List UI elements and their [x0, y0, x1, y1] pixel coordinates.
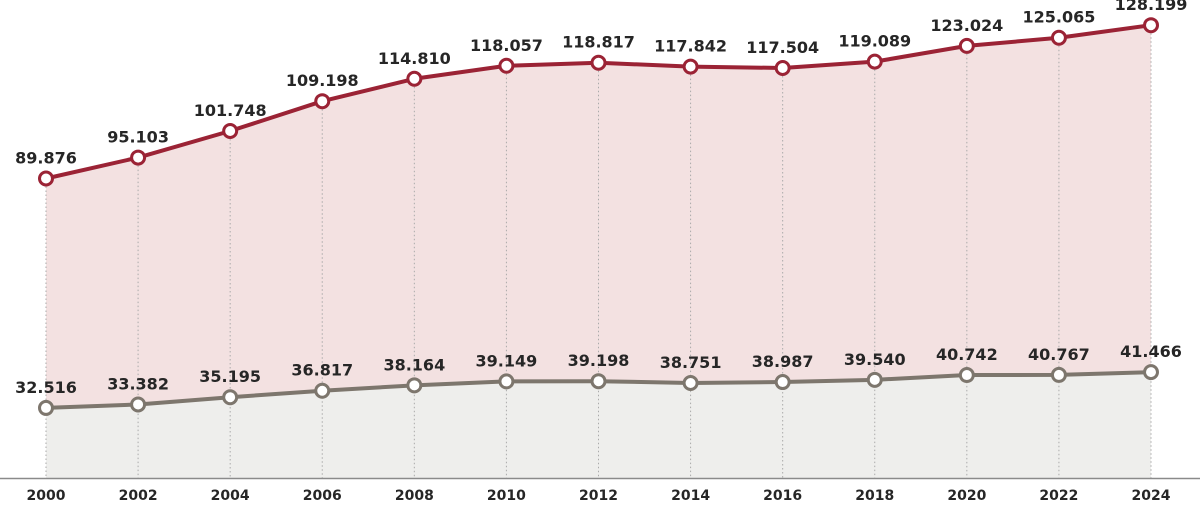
series-1-point — [866, 53, 883, 70]
series-1-point — [38, 170, 54, 187]
series-2-point — [314, 382, 331, 399]
x-tick-label: 2016 — [763, 488, 802, 504]
x-tick-label: 2006 — [303, 488, 342, 504]
series-2-point — [1143, 364, 1159, 381]
series-1-data-label: 118.817 — [562, 33, 635, 52]
series-2-point — [774, 374, 791, 391]
series-2-data-label: 40.767 — [1028, 345, 1090, 364]
series-1-point — [958, 37, 975, 54]
series-2-point — [590, 373, 607, 390]
series-2-point — [406, 377, 423, 394]
x-tick-label: 2012 — [579, 488, 618, 504]
x-tick-label: 2022 — [1039, 488, 1078, 504]
series-1-data-label: 123.024 — [930, 16, 1003, 35]
series-2-data-label: 38.164 — [383, 355, 445, 374]
series-2-data-label: 39.198 — [568, 351, 630, 370]
series-1-point — [222, 123, 239, 140]
series-2-data-label: 36.817 — [291, 361, 353, 380]
series-2-data-label: 39.149 — [476, 351, 538, 370]
series-2-data-label: 40.742 — [936, 345, 998, 364]
x-tick-label: 2018 — [855, 488, 894, 504]
series-1-data-label: 117.842 — [654, 37, 727, 56]
series-2-point — [38, 399, 54, 416]
series-1-point — [1050, 29, 1067, 46]
series-2-point — [682, 374, 699, 391]
series-1-point — [774, 59, 791, 76]
series-2-point — [222, 389, 239, 406]
series-2-data-label: 35.195 — [199, 367, 261, 386]
series-markers — [38, 17, 1159, 416]
series-2-point — [1050, 366, 1067, 383]
series-1-point — [498, 57, 515, 74]
series-2-point — [130, 396, 147, 413]
series-1-data-label: 118.057 — [470, 36, 543, 55]
series-1-point — [682, 58, 699, 75]
series-2-point — [958, 367, 975, 384]
series-1-point — [590, 54, 607, 71]
series-2-data-label: 39.540 — [844, 350, 906, 369]
series-1-point — [1143, 17, 1159, 34]
series-2-point — [498, 373, 515, 390]
x-tick-label: 2024 — [1132, 488, 1171, 504]
series-1-data-label: 117.504 — [746, 38, 819, 57]
series-1-data-label: 89.876 — [15, 148, 77, 167]
series-1-data-label: 101.748 — [194, 101, 267, 120]
series-1-point — [130, 149, 147, 166]
vertical-gridlines — [45, 25, 1152, 478]
x-tick-label: 2000 — [27, 488, 66, 504]
series-1-point — [314, 93, 331, 110]
x-tick-label: 2002 — [119, 488, 158, 504]
data-labels: 89.876 95.103 101.748 109.198 114.810 118.057… — [15, 0, 1187, 397]
series-2-data-label: 33.382 — [107, 374, 169, 393]
series-2-data-label: 38.987 — [752, 352, 814, 371]
x-tick-label: 2010 — [487, 488, 526, 504]
series-2-data-label: 41.466 — [1120, 342, 1182, 361]
x-tick-label: 2014 — [671, 488, 710, 504]
series-1-data-label: 119.089 — [838, 32, 911, 51]
series-2-data-label: 32.516 — [15, 378, 77, 397]
x-tick-label: 2020 — [947, 488, 986, 504]
series-1-data-label: 125.065 — [1022, 8, 1095, 27]
series-1-point — [406, 70, 423, 87]
series-2-point — [866, 371, 883, 388]
series-1-data-label: 128.199 — [1115, 0, 1188, 14]
series-2-data-label: 38.751 — [660, 353, 722, 372]
x-tick-label: 2008 — [395, 488, 434, 504]
series-1-data-label: 95.103 — [107, 128, 169, 147]
x-tick-label: 2004 — [211, 488, 250, 504]
series-1-data-label: 109.198 — [286, 71, 359, 90]
series-1-data-label: 114.810 — [378, 49, 451, 68]
x-tick-labels: 2000 2002 2004 2006 2008 2010 2012 2014 2016 2018… — [27, 488, 1171, 504]
